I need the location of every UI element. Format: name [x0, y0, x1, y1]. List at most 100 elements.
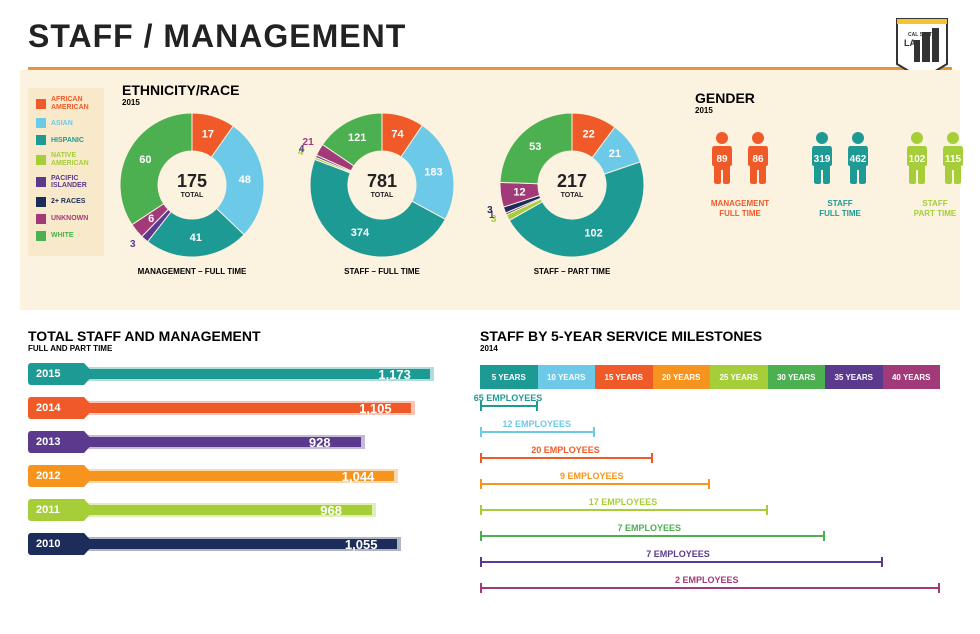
donut-caption: STAFF – PART TIME	[492, 267, 652, 276]
milestone-row: 12 EMPLOYEES	[480, 419, 940, 441]
milestone-tick-start	[480, 583, 482, 593]
person-icon: 89	[706, 130, 738, 191]
milestone-line	[480, 587, 940, 589]
bar-row: 2015 1,173	[28, 363, 448, 393]
bar-row: 2011 968	[28, 499, 448, 529]
svg-text:LA: LA	[904, 38, 916, 48]
person-icon: 86	[742, 130, 774, 191]
gender-group: 89 86 MANAGEMENTFULL TIME	[700, 130, 780, 218]
bar-value: 1,055	[345, 537, 378, 552]
totals-subtitle: FULL AND PART TIME	[28, 344, 448, 353]
person-icon: 462	[842, 130, 874, 191]
svg-text:53: 53	[529, 141, 541, 153]
ethnicity-legend: AFRICAN AMERICAN ASIAN HISPANIC NATIVE AMER…	[28, 88, 104, 256]
legend-item: 2+ RACES	[36, 197, 96, 207]
svg-text:374: 374	[351, 227, 370, 239]
milestone-tick-end	[881, 557, 883, 567]
gender-group: 102 115 STAFFPART TIME	[895, 130, 975, 218]
slice-label: 21	[303, 137, 314, 148]
milestone-label: 20 EMPLOYEES	[531, 445, 600, 455]
milestone-tick-end	[593, 427, 595, 437]
milestones-section: STAFF BY 5-YEAR SERVICE MILESTONES 2014 …	[480, 328, 940, 597]
totals-title: TOTAL STAFF AND MANAGEMENT	[28, 328, 448, 344]
svg-text:183: 183	[424, 166, 442, 178]
bar-row: 2012 1,044	[28, 465, 448, 495]
donut-center: 175TOTAL	[162, 171, 222, 199]
bar-value: 1,044	[342, 469, 375, 484]
milestone-tick-start	[480, 505, 482, 515]
person-value: 115	[945, 154, 961, 165]
legend-label: 2+ RACES	[51, 198, 85, 206]
legend-label: AFRICAN AMERICAN	[51, 96, 96, 111]
bar-value: 1,105	[359, 401, 392, 416]
milestone-row: 2 EMPLOYEES	[480, 575, 940, 597]
milestones-header: 5 YEARS10 YEARS15 YEARS20 YEARS25 YEARS3…	[480, 365, 940, 389]
milestones-title: STAFF BY 5-YEAR SERVICE MILESTONES	[480, 328, 940, 344]
legend-item: HISPANIC	[36, 135, 96, 145]
milestone-header-cell: 15 YEARS	[595, 365, 653, 389]
bar-row: 2010 1,055	[28, 533, 448, 563]
milestone-row: 9 EMPLOYEES	[480, 471, 940, 493]
milestone-label: 9 EMPLOYEES	[560, 471, 624, 481]
legend-swatch	[36, 135, 46, 145]
milestone-label: 17 EMPLOYEES	[589, 497, 658, 507]
legend-label: NATIVE AMERICAN	[51, 152, 96, 167]
totals-section: TOTAL STAFF AND MANAGEMENT FULL AND PART…	[28, 328, 448, 567]
legend-item: PACIFIC ISLANDER	[36, 175, 96, 190]
year-tag: 2010	[28, 533, 84, 555]
bar-value: 928	[309, 435, 331, 450]
svg-text:121: 121	[348, 132, 366, 144]
legend-swatch	[36, 177, 46, 187]
gender-caption: STAFFPART TIME	[895, 199, 975, 218]
person-icon: 319	[806, 130, 838, 191]
legend-item: ASIAN	[36, 118, 96, 128]
milestone-line	[480, 483, 710, 485]
person-icon: 115	[937, 130, 969, 191]
gender-caption: MANAGEMENTFULL TIME	[700, 199, 780, 218]
legend-label: HISPANIC	[51, 137, 84, 145]
year-tag: 2014	[28, 397, 84, 419]
milestone-header-cell: 20 YEARS	[653, 365, 711, 389]
bar-value: 1,173	[378, 367, 411, 382]
milestone-line	[480, 509, 768, 511]
milestone-tick-start	[480, 427, 482, 437]
legend-swatch	[36, 231, 46, 241]
milestone-header-cell: 40 YEARS	[883, 365, 941, 389]
svg-text:102: 102	[584, 227, 602, 239]
legend-label: PACIFIC ISLANDER	[51, 175, 96, 190]
totals-bars: 2015 1,173 2014 1,105 2013 928 2012 1,04…	[28, 363, 448, 563]
milestone-tick-start	[480, 479, 482, 489]
person-icon: 102	[901, 130, 933, 191]
gender-year: 2015	[695, 106, 713, 115]
milestone-row: 65 EMPLOYEES	[480, 393, 940, 415]
legend-label: WHITE	[51, 232, 74, 240]
legend-item: AFRICAN AMERICAN	[36, 96, 96, 111]
milestone-label: 65 EMPLOYEES	[474, 393, 543, 403]
milestone-tick-end	[823, 531, 825, 541]
milestone-label: 2 EMPLOYEES	[675, 575, 739, 585]
year-tag: 2015	[28, 363, 84, 385]
milestone-line	[480, 431, 595, 433]
svg-text:17: 17	[202, 128, 214, 140]
donut-caption: STAFF – FULL TIME	[302, 267, 462, 276]
legend-item: NATIVE AMERICAN	[36, 152, 96, 167]
milestone-tick-end	[938, 583, 940, 593]
bar-value: 968	[320, 503, 342, 518]
milestone-row: 7 EMPLOYEES	[480, 523, 940, 545]
year-tag: 2011	[28, 499, 84, 521]
milestones-rows: 65 EMPLOYEES 12 EMPLOYEES 20 EMPLOYEES 9…	[480, 393, 940, 597]
header: STAFF / MANAGEMENT	[0, 0, 980, 63]
milestone-tick-start	[480, 531, 482, 541]
milestone-header-cell: 25 YEARS	[710, 365, 768, 389]
milestone-line	[480, 457, 653, 459]
milestone-tick-end	[651, 453, 653, 463]
year-tag: 2012	[28, 465, 84, 487]
milestone-line	[480, 405, 538, 407]
page-title: STAFF / MANAGEMENT	[28, 18, 980, 55]
donut-center: 781TOTAL	[352, 171, 412, 199]
legend-item: WHITE	[36, 231, 96, 241]
milestone-line	[480, 535, 825, 537]
milestone-label: 7 EMPLOYEES	[618, 523, 682, 533]
milestone-row: 17 EMPLOYEES	[480, 497, 940, 519]
legend-swatch	[36, 155, 46, 165]
